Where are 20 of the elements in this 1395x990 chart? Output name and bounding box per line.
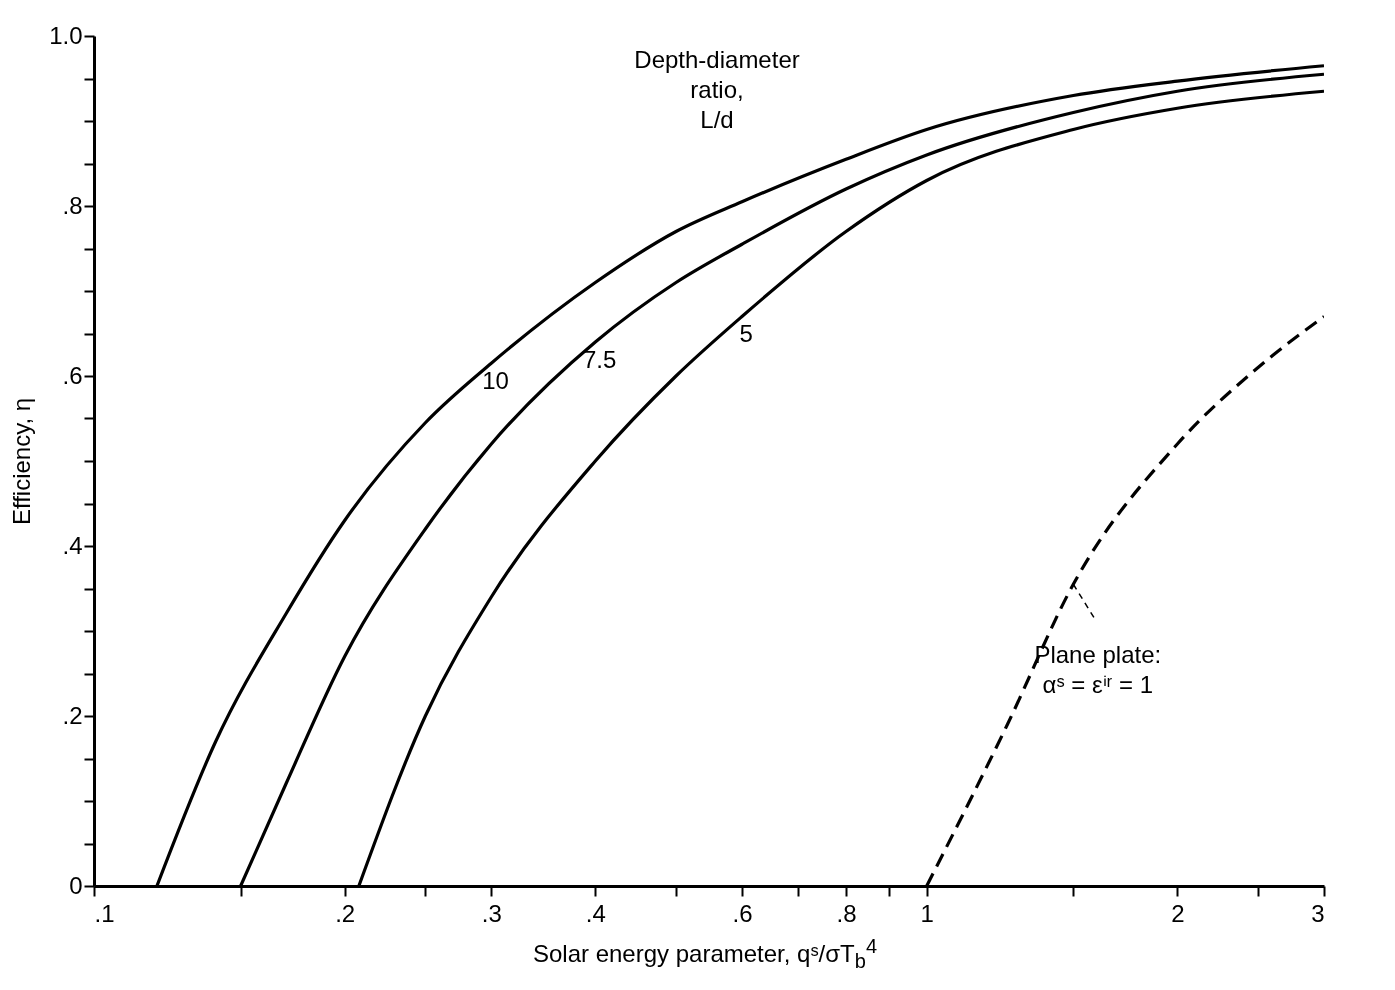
y-tick-label: 1.0 [49, 21, 83, 49]
y-tick-label: .4 [62, 531, 83, 559]
x-tick-label: 3 [1311, 899, 1325, 927]
x-tick-label: .8 [836, 899, 857, 927]
x-tick-label: 2 [1171, 899, 1185, 927]
series-label: 10 [482, 367, 509, 395]
series-label: 7.5 [582, 345, 617, 373]
y-tick-label: .2 [62, 701, 83, 729]
y-axis-title: Efficiency, η [8, 397, 36, 526]
x-tick-label: .6 [732, 899, 753, 927]
y-tick-label: 0 [69, 871, 83, 899]
series-label: 5 [739, 320, 753, 348]
x-tick-label: 1 [920, 899, 934, 927]
y-tick-label: .8 [62, 191, 83, 219]
x-tick-label: .2 [335, 899, 356, 927]
annotation: Depth-diameter ratio, L/d [634, 45, 800, 133]
y-tick-label: .6 [62, 361, 83, 389]
x-tick-label: .4 [585, 899, 606, 927]
x-tick-label: .1 [94, 899, 115, 927]
x-tick-label: .3 [481, 899, 502, 927]
